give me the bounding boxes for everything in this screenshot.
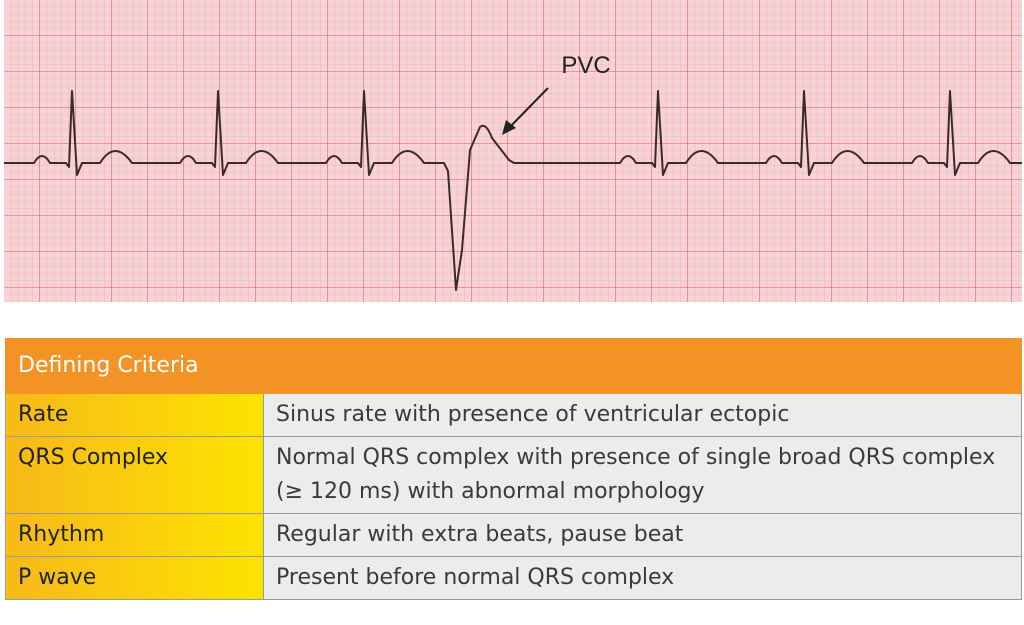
criteria-key: P wave	[5, 556, 264, 600]
table-row: Rhythm Regular with extra beats, pause be…	[5, 513, 1022, 557]
table-row: QRS Complex Normal QRS complex with prese…	[5, 436, 1022, 514]
header-row: Defining Criteria	[5, 338, 1022, 394]
criteria-key: Rhythm	[5, 513, 264, 557]
criteria-table: Defining Criteria Rate Sinus rate with pr…	[5, 338, 1022, 600]
table-row: Rate Sinus rate with presence of ventricu…	[5, 393, 1022, 437]
criteria-value: Sinus rate with presence of ventricular …	[263, 393, 1022, 437]
criteria-key: QRS Complex	[5, 436, 264, 514]
pvc-label: PVC	[561, 52, 610, 79]
ecg-trace	[4, 90, 1022, 291]
criteria-value: Normal QRS complex with presence of sing…	[263, 436, 1022, 514]
criteria-value: Regular with extra beats, pause beat	[263, 513, 1022, 557]
ecg-strip: PVC	[4, 0, 1022, 302]
arrow	[506, 87, 549, 131]
header-cell	[263, 338, 1022, 394]
table-row: P wave Present before normal QRS complex	[5, 556, 1022, 600]
header-cell: Defining Criteria	[5, 338, 264, 394]
criteria-value: Present before normal QRS complex	[263, 556, 1022, 600]
arrow-head	[502, 120, 516, 135]
criteria-key: Rate	[5, 393, 264, 437]
